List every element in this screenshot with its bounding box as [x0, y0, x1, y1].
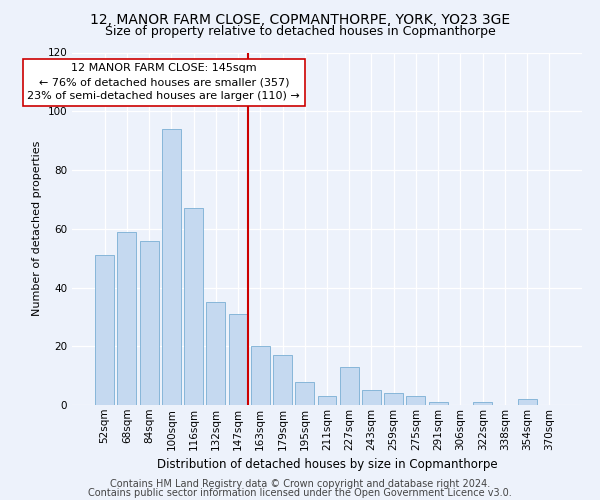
- Bar: [384, 394, 403, 405]
- X-axis label: Distribution of detached houses by size in Copmanthorpe: Distribution of detached houses by size …: [157, 458, 497, 471]
- Bar: [229, 314, 248, 405]
- Bar: [362, 390, 381, 405]
- Text: 12, MANOR FARM CLOSE, COPMANTHORPE, YORK, YO23 3GE: 12, MANOR FARM CLOSE, COPMANTHORPE, YORK…: [90, 12, 510, 26]
- Bar: [295, 382, 314, 405]
- Bar: [473, 402, 492, 405]
- Bar: [406, 396, 425, 405]
- Text: Contains HM Land Registry data © Crown copyright and database right 2024.: Contains HM Land Registry data © Crown c…: [110, 479, 490, 489]
- Bar: [162, 129, 181, 405]
- Bar: [273, 355, 292, 405]
- Y-axis label: Number of detached properties: Number of detached properties: [32, 141, 42, 316]
- Bar: [518, 399, 536, 405]
- Text: Contains public sector information licensed under the Open Government Licence v3: Contains public sector information licen…: [88, 488, 512, 498]
- Bar: [140, 240, 158, 405]
- Bar: [95, 255, 114, 405]
- Bar: [317, 396, 337, 405]
- Bar: [429, 402, 448, 405]
- Text: Size of property relative to detached houses in Copmanthorpe: Size of property relative to detached ho…: [104, 25, 496, 38]
- Bar: [118, 232, 136, 405]
- Bar: [340, 367, 359, 405]
- Bar: [184, 208, 203, 405]
- Bar: [206, 302, 225, 405]
- Text: 12 MANOR FARM CLOSE: 145sqm
← 76% of detached houses are smaller (357)
23% of se: 12 MANOR FARM CLOSE: 145sqm ← 76% of det…: [28, 63, 300, 101]
- Bar: [251, 346, 270, 405]
